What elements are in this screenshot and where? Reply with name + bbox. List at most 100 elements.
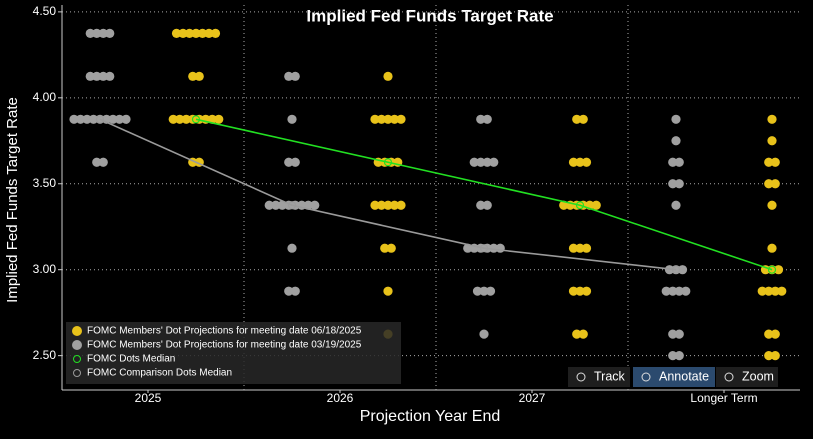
dot [764,329,774,339]
dot [581,243,592,253]
dot [476,157,486,167]
dot [575,286,585,296]
dot [568,243,579,253]
toolbar-icon [724,372,734,382]
x-tick-label: 2026 [327,391,354,405]
dot [85,28,95,38]
dot [463,243,473,253]
dot [264,200,274,210]
dot [757,286,767,296]
dot [767,243,777,253]
legend-label: FOMC Comparison Dots Median [87,368,232,379]
dot [489,243,499,253]
toolbar-button[interactable] [633,367,715,387]
median-marker [191,115,201,124]
dot [92,28,102,38]
legend-label: FOMC Members' Dot Projections for meetin… [87,340,362,351]
dot [168,114,178,124]
toolbar-icon [576,372,586,382]
dot [210,28,221,38]
x-tick-label: 2027 [519,391,546,405]
dot [181,114,191,124]
dot [661,286,671,296]
dot [674,157,684,167]
dot [681,286,691,296]
dot [376,200,387,210]
toolbar-icon [641,372,651,382]
dot [287,243,297,253]
dot [92,157,102,167]
dot [668,179,678,189]
dot [114,114,125,124]
y-tick-label: 2.50 [33,348,57,362]
median-marker [575,201,585,210]
dot [770,157,780,167]
legend-swatch [72,326,82,336]
median-marker [671,265,681,274]
x-tick-label: Longer Term [690,391,757,405]
dot [578,114,588,124]
dot [188,71,198,81]
dot [290,157,300,167]
y-tick-label: 4.50 [33,4,57,18]
dot [191,28,201,38]
dot [271,200,281,210]
dot [98,157,108,167]
toolbar-button[interactable] [716,367,778,387]
dot [575,243,585,253]
dot [668,351,678,361]
dot [572,114,582,124]
dot [277,200,287,210]
dot [668,286,678,296]
dot [770,329,780,339]
dot [591,200,601,210]
dot [767,200,777,210]
dot [290,286,300,296]
dot [764,286,774,296]
y-tick-label: 3.50 [33,176,57,190]
dot [171,28,182,38]
dot [370,114,380,124]
dot [482,114,492,124]
dot [671,136,681,146]
dot [396,114,406,124]
dot [479,329,489,339]
dot [105,28,115,38]
dot [469,157,479,167]
dot [88,114,99,124]
dot [376,114,387,124]
median-line [195,118,773,271]
median-marker [383,158,393,167]
dot [485,286,496,296]
dot [677,265,688,275]
x-axis-label: Projection Year End [360,408,501,425]
legend: FOMC Members' Dot Projections for meetin… [66,322,401,384]
dot [121,114,131,124]
dot [568,157,579,167]
dot [476,200,486,210]
dot [92,71,102,81]
dot [386,243,396,253]
dot [575,157,585,167]
dot [380,243,390,253]
dot [559,200,569,210]
dot [482,157,492,167]
median-marker [287,201,297,210]
toolbar-button[interactable] [568,367,630,387]
legend-swatch [73,369,81,377]
dot [396,200,406,210]
dot [476,114,486,124]
legend-label: FOMC Members' Dot Projections for meetin… [87,326,362,337]
dot [85,71,95,81]
dot [184,28,195,38]
dot [284,157,294,167]
dot [197,28,208,38]
dot [581,286,592,296]
median-line [99,118,677,271]
dot [764,351,774,361]
dot [674,329,684,339]
dot [770,351,780,361]
y-axis-label: Implied Fed Funds Target Rate [4,97,21,303]
dot [674,179,684,189]
